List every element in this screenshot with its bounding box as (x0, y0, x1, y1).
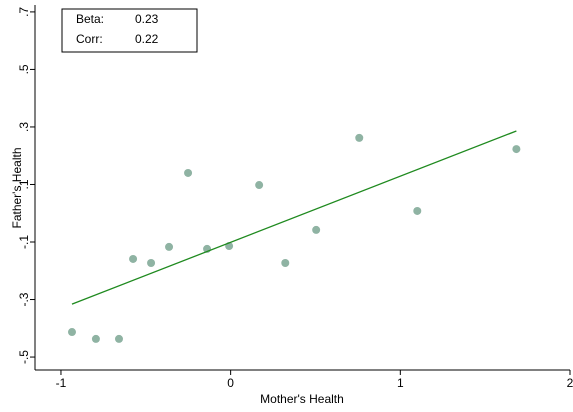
point (281, 259, 290, 268)
point (147, 259, 156, 268)
x-axis-label: Mother's Health (260, 392, 344, 406)
y-tick-label: -.5 (17, 350, 31, 364)
legend-box (61, 8, 198, 53)
point (129, 254, 138, 263)
point (184, 168, 193, 177)
y-tick-label: .1 (17, 179, 31, 189)
y-tick-label: .3 (17, 122, 31, 132)
legend-label: Corr: (76, 32, 103, 46)
x-tick-label: 1 (397, 376, 404, 390)
x-tick-label: -1 (56, 376, 67, 390)
point (512, 145, 521, 154)
y-axis-label: Father's Health (10, 148, 24, 229)
y-tick-label: -.1 (17, 235, 31, 249)
point (413, 206, 422, 215)
fit-line (71, 130, 517, 305)
legend-value: 0.23 (135, 12, 159, 26)
legend-label: Beta: (76, 12, 104, 26)
y-tick-label: .7 (17, 7, 31, 17)
point (312, 225, 321, 234)
legend-value: 0.22 (135, 32, 159, 46)
point (91, 334, 100, 343)
y-tick-label: -.3 (17, 292, 31, 306)
x-tick-label: 0 (227, 376, 234, 390)
point (114, 334, 123, 343)
point (67, 328, 76, 337)
x-tick-label: 2 (567, 376, 573, 390)
point (355, 133, 364, 142)
y-tick-label: .5 (17, 64, 31, 74)
point (165, 242, 174, 251)
point (255, 181, 264, 190)
